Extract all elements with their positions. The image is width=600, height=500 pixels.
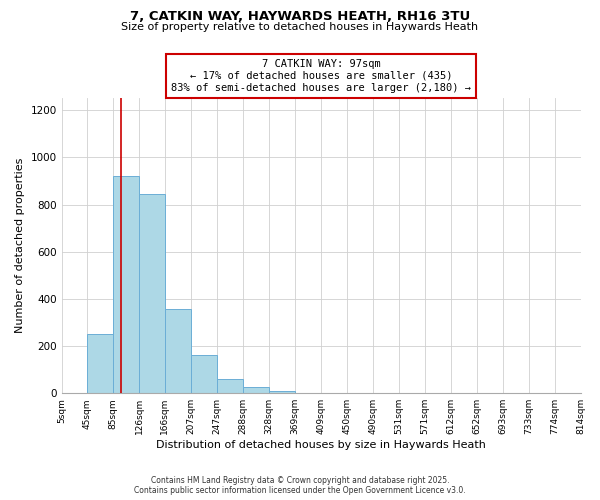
- Bar: [113, 176, 139, 393]
- Text: 7 CATKIN WAY: 97sqm
← 17% of detached houses are smaller (435)
83% of semi-detac: 7 CATKIN WAY: 97sqm ← 17% of detached ho…: [171, 60, 471, 92]
- Bar: [88, 334, 113, 393]
- Bar: [139, 194, 165, 393]
- X-axis label: Distribution of detached houses by size in Haywards Heath: Distribution of detached houses by size …: [156, 440, 486, 450]
- Bar: [269, 391, 295, 393]
- Bar: [217, 378, 243, 393]
- Bar: [243, 386, 269, 393]
- Text: Contains HM Land Registry data © Crown copyright and database right 2025.
Contai: Contains HM Land Registry data © Crown c…: [134, 476, 466, 495]
- Bar: [165, 310, 191, 393]
- Y-axis label: Number of detached properties: Number of detached properties: [15, 158, 25, 334]
- Bar: [191, 356, 217, 393]
- Text: Size of property relative to detached houses in Haywards Heath: Size of property relative to detached ho…: [121, 22, 479, 32]
- Text: 7, CATKIN WAY, HAYWARDS HEATH, RH16 3TU: 7, CATKIN WAY, HAYWARDS HEATH, RH16 3TU: [130, 10, 470, 23]
